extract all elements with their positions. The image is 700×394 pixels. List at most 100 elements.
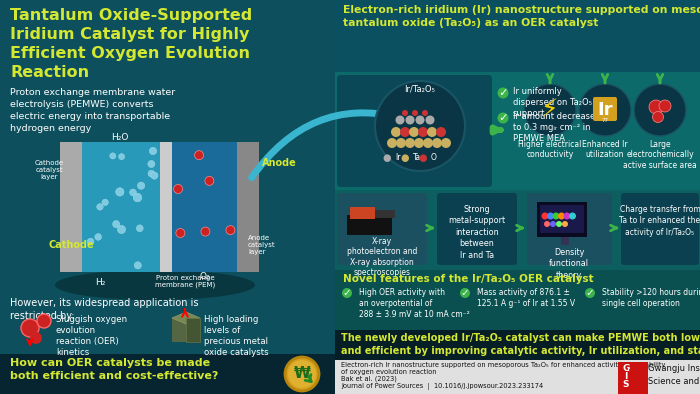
Circle shape [585,288,595,298]
Circle shape [432,138,442,148]
Circle shape [569,212,576,219]
Circle shape [285,357,319,391]
Text: O₂: O₂ [199,272,210,281]
Circle shape [579,84,631,136]
FancyBboxPatch shape [437,193,517,265]
Circle shape [102,199,108,206]
Text: Density
functional
theory: Density functional theory [549,248,589,280]
Circle shape [405,138,415,148]
Text: ✓: ✓ [342,288,351,298]
Circle shape [149,147,157,155]
Text: However, its widespread application is
restricted by:: However, its widespread application is r… [10,298,199,321]
Circle shape [652,112,664,123]
Bar [0,354,335,394]
Text: ✓: ✓ [498,88,508,98]
Bar [160,142,172,272]
FancyArrowPatch shape [251,113,400,178]
Bar [335,360,700,394]
Text: Efficient Oxygen Evolution: Efficient Oxygen Evolution [10,46,250,61]
Circle shape [409,127,419,137]
Bar [335,0,700,72]
Text: Mass activity of 876.1 ±
125.1 A g⁻¹ of Ir at 1.55 V: Mass activity of 876.1 ± 125.1 A g⁻¹ of … [477,288,575,308]
Circle shape [416,115,424,125]
Bar [335,0,700,394]
Circle shape [436,127,446,137]
Text: Tantalum Oxide-Supported: Tantalum Oxide-Supported [10,8,252,23]
Text: Ir amount decreased
to 0.3 mgᵢᵣ cm⁻² in
PEMWE MEA: Ir amount decreased to 0.3 mgᵢᵣ cm⁻² in … [513,112,601,143]
Circle shape [558,212,565,219]
Circle shape [556,221,562,227]
Circle shape [550,221,556,227]
Text: Gwangju Institute of
Science and Technology: Gwangju Institute of Science and Technol… [648,364,700,385]
Bar [0,0,335,394]
Circle shape [418,127,428,137]
Text: Ir: Ir [395,153,400,162]
Circle shape [118,154,125,160]
Circle shape [136,225,144,232]
Circle shape [375,81,465,171]
Circle shape [150,172,158,179]
Bar [347,215,392,235]
Text: T: T [629,368,637,381]
Circle shape [134,262,141,269]
Text: Ir uniformly
dispersed on Ta₂O₅
support: Ir uniformly dispersed on Ta₂O₅ support [513,87,592,118]
Bar [350,207,375,219]
Circle shape [118,225,125,234]
Bar [561,237,569,245]
Circle shape [498,87,508,98]
Bar [172,142,237,272]
Circle shape [547,212,554,219]
Circle shape [395,115,405,125]
Text: Cathode
catalyst
layer: Cathode catalyst layer [34,160,64,180]
Text: Iridium Catalyst for Highly: Iridium Catalyst for Highly [10,27,249,42]
Circle shape [176,229,185,238]
Circle shape [21,319,39,337]
Text: ✓: ✓ [498,113,508,123]
Circle shape [423,138,433,148]
Circle shape [133,193,142,202]
Bar [537,202,587,237]
Text: Charge transfer from
Ta to Ir enhanced the
activity of Ir/Ta₂O₅: Charge transfer from Ta to Ir enhanced t… [620,205,700,237]
Text: Ta: Ta [413,153,421,162]
Bar [335,72,700,190]
Ellipse shape [55,270,255,300]
Circle shape [402,110,408,116]
Circle shape [414,138,424,148]
Text: Large
electrochemically
active surface area: Large electrochemically active surface a… [623,140,697,170]
Circle shape [544,221,550,227]
Circle shape [634,84,686,136]
Circle shape [562,221,568,227]
Bar [335,270,700,330]
Circle shape [288,360,316,388]
Circle shape [201,227,210,236]
Text: S: S [623,380,629,389]
Circle shape [391,127,401,137]
Text: X-ray
photoelectron and
X-ray absorption
spectroscopies: X-ray photoelectron and X-ray absorption… [346,237,417,277]
Circle shape [659,100,671,112]
Circle shape [137,182,145,190]
Circle shape [148,160,155,167]
Text: H₂: H₂ [94,278,105,287]
Text: G: G [622,364,630,373]
Text: of oxygen evolution reaction: of oxygen evolution reaction [341,369,437,375]
Text: ✓: ✓ [461,288,470,298]
Circle shape [426,115,435,125]
Text: Ir: Ir [597,101,612,119]
Circle shape [387,138,397,148]
Circle shape [342,288,352,298]
Text: How can OER catalysts be made
both efficient and cost-effective?: How can OER catalysts be made both effic… [10,358,218,381]
FancyBboxPatch shape [593,97,617,121]
Text: H₂O: H₂O [111,133,129,142]
Text: ✓: ✓ [586,288,594,298]
Circle shape [195,151,204,160]
Text: Proton exchange
membrane (PEM): Proton exchange membrane (PEM) [155,275,215,288]
Circle shape [148,170,155,177]
Circle shape [94,234,101,240]
Circle shape [542,212,549,219]
Text: ₩: ₩ [293,366,310,381]
Text: Anode
catalyst
layer: Anode catalyst layer [248,235,276,255]
Text: Anode: Anode [262,158,297,168]
Text: Journal of Power Sources  |  10.1016/j.jpowsour.2023.233174: Journal of Power Sources | 10.1016/j.jpo… [341,383,543,390]
Text: Enhanced Ir
utilization: Enhanced Ir utilization [582,140,628,160]
Circle shape [400,127,410,137]
